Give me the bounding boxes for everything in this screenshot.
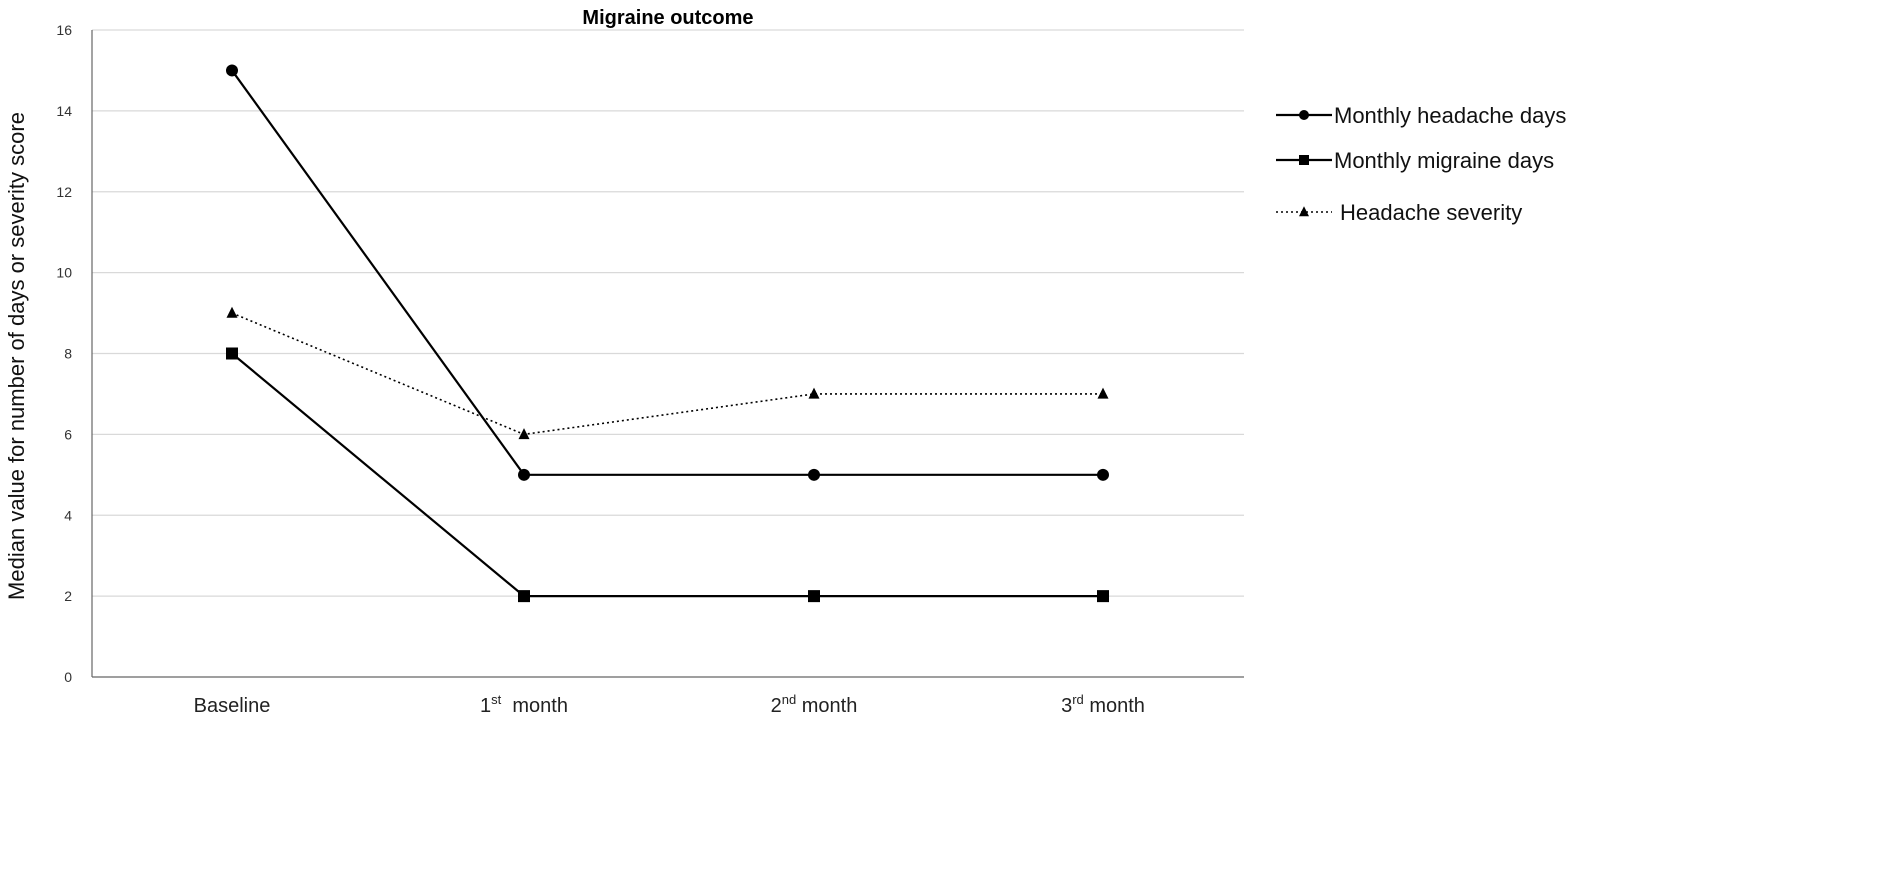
x-tick-label-base: Baseline — [194, 695, 271, 717]
y-tick-label-8: 8 — [64, 346, 72, 362]
x-tick-label-3: 2nd month — [771, 692, 858, 717]
y-tick-labels: 0 2 4 6 8 10 12 14 16 — [56, 22, 72, 685]
series-monthly-migraine-days — [226, 347, 1109, 603]
series-headache-severity — [226, 306, 1109, 440]
axes — [91, 30, 1244, 678]
data-point-monthly-headache-days-1 — [226, 64, 238, 77]
legend-item-headache-severity: Headache severity — [1276, 200, 1522, 225]
series-line-headache-severity — [231, 312, 1103, 436]
x-tick-label-2: 1st month — [480, 692, 568, 717]
data-point-monthly-migraine-days-2 — [518, 590, 530, 603]
data-point-headache-severity-1 — [226, 306, 238, 318]
legend-marker-square — [1299, 155, 1309, 165]
x-tick-label-base: 3 — [1061, 695, 1072, 717]
y-tick-label-6: 6 — [64, 426, 72, 442]
series-group — [226, 64, 1109, 603]
y-tick-label-16: 16 — [56, 22, 72, 38]
x-tick-labels: Baseline 1st month 2nd month 3rd month — [194, 692, 1145, 717]
legend-item-monthly-headache-days: Monthly headache days — [1276, 103, 1566, 128]
x-tick-label-superscript: st — [491, 692, 502, 707]
data-point-headache-severity-3 — [808, 387, 820, 399]
y-tick-label-2: 2 — [64, 588, 72, 604]
x-tick-label-suffix: month — [796, 695, 857, 717]
legend-label: Monthly headache days — [1334, 103, 1566, 128]
data-point-monthly-headache-days-3 — [808, 468, 820, 481]
data-point-headache-severity-2 — [518, 428, 530, 440]
y-tick-label-12: 12 — [56, 184, 72, 200]
x-tick-label-superscript: nd — [782, 692, 796, 707]
x-tick-label-1: Baseline — [194, 695, 271, 717]
gridlines — [92, 29, 1244, 597]
y-tick-label-10: 10 — [56, 265, 72, 281]
data-point-monthly-headache-days-4 — [1097, 468, 1109, 481]
y-tick-label-14: 14 — [56, 103, 72, 119]
legend-label: Monthly migraine days — [1334, 148, 1554, 173]
legend: Monthly headache days Monthly migraine da… — [1276, 103, 1566, 225]
x-tick-label-superscript: rd — [1072, 692, 1084, 707]
y-tick-label-4: 4 — [64, 507, 72, 523]
legend-label: Headache severity — [1340, 200, 1522, 225]
x-tick-label-suffix: month — [1084, 695, 1145, 717]
y-axis-label: Median value for number of days or sever… — [4, 112, 29, 600]
data-point-monthly-migraine-days-1 — [226, 347, 238, 360]
data-point-monthly-headache-days-2 — [518, 468, 530, 481]
series-monthly-headache-days — [226, 64, 1109, 481]
legend-marker-triangle — [1299, 206, 1309, 217]
y-tick-label-0: 0 — [64, 669, 72, 685]
data-point-monthly-migraine-days-3 — [808, 590, 820, 603]
series-line-monthly-migraine-days — [231, 352, 1103, 598]
chart-title: Migraine outcome — [582, 7, 753, 29]
x-tick-label-base: 1 — [480, 695, 491, 717]
x-tick-label-4: 3rd month — [1061, 692, 1145, 717]
x-tick-label-suffix: month — [501, 695, 568, 717]
legend-marker-circle — [1299, 110, 1309, 120]
data-point-headache-severity-4 — [1097, 387, 1109, 399]
data-point-monthly-migraine-days-4 — [1097, 590, 1109, 603]
legend-item-monthly-migraine-days: Monthly migraine days — [1276, 148, 1554, 173]
x-tick-label-base: 2 — [771, 695, 782, 717]
series-line-monthly-headache-days — [231, 69, 1103, 476]
